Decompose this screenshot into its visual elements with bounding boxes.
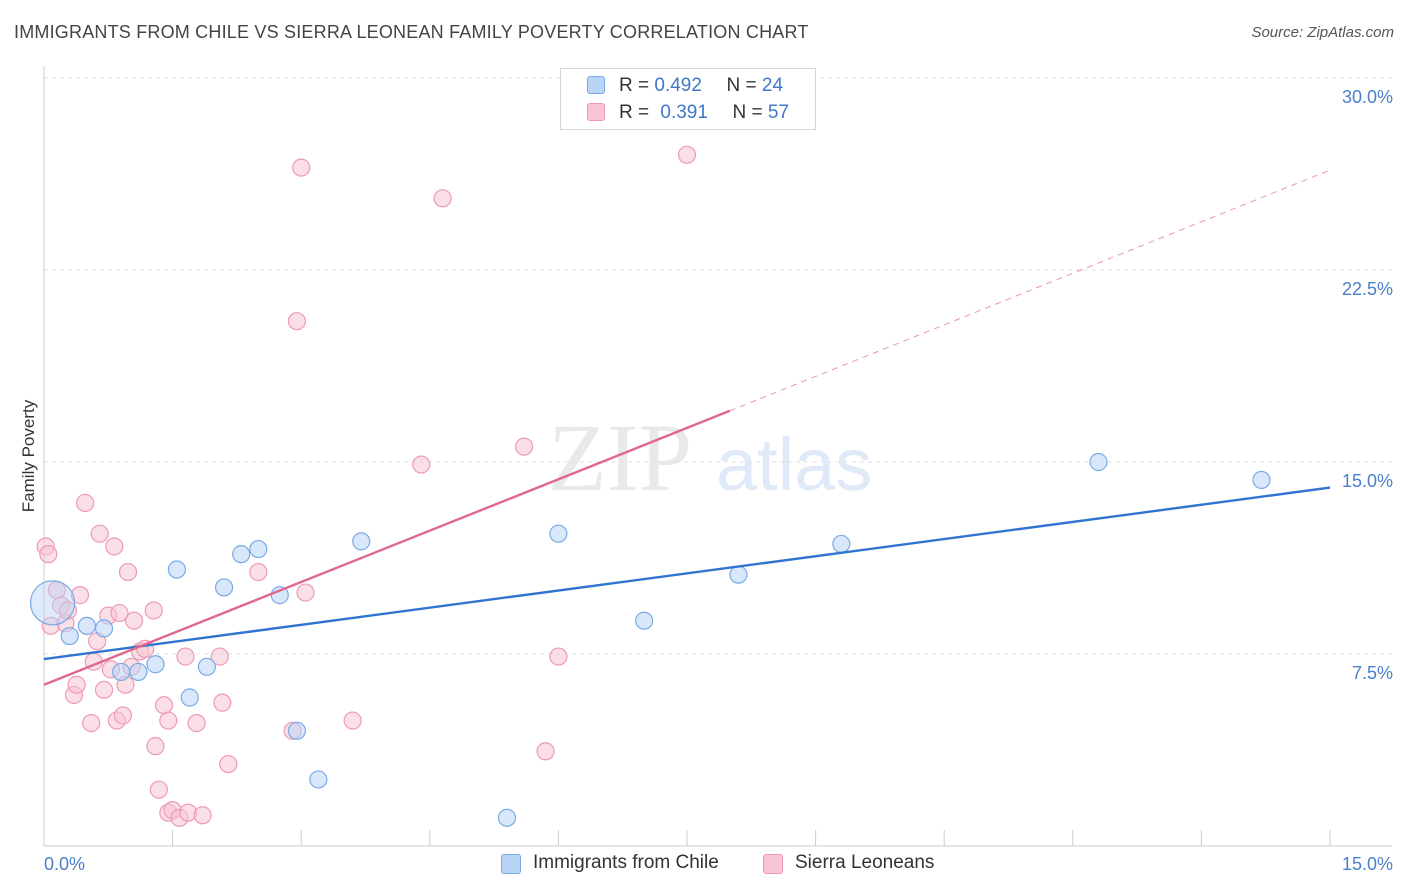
chile-point <box>29 580 76 626</box>
legend-r-label: R = <box>619 75 650 96</box>
sierra-leonean-point <box>159 711 178 730</box>
sierra-leonean-point <box>193 806 212 825</box>
sierra-leonean-point <box>210 647 229 666</box>
x-tick-label: 15.0% <box>1342 854 1393 874</box>
chile-points <box>29 452 1271 827</box>
chile-point <box>249 539 268 559</box>
y-tick-label: 30.0% <box>1342 87 1393 107</box>
y-tick-label: 15.0% <box>1342 471 1393 491</box>
chile-point <box>146 655 165 674</box>
chile-point <box>214 578 234 597</box>
sierra-leonean-point <box>677 145 697 164</box>
chile-point <box>549 524 568 543</box>
sierra-leonean-point <box>343 711 362 730</box>
x-tick-label: 0.0% <box>44 854 85 874</box>
sierra-leonean-point <box>515 437 534 456</box>
chile-point <box>729 565 748 584</box>
legend-n-value: 24 <box>761 75 784 96</box>
gridlines <box>44 77 1392 655</box>
sierra-leonean-point <box>76 493 95 513</box>
sierra-leonean-point <box>287 312 307 331</box>
sierra-leoneans-points <box>36 145 697 827</box>
sierra-leonean-trend-line <box>43 409 731 686</box>
sierra-leonean-point <box>70 586 90 605</box>
sierra-leonean-point <box>110 603 129 623</box>
trend-lines <box>43 169 1331 686</box>
sierra-leonean-point <box>90 524 109 543</box>
chile-point <box>129 662 148 682</box>
watermark-zip: ZIP <box>548 404 692 511</box>
sierra-leonean-point <box>187 714 206 733</box>
sierra-leonean-point <box>219 754 238 774</box>
sierra-leonean-point <box>105 537 124 556</box>
y-tick-label: 7.5% <box>1352 663 1393 683</box>
sierra-leonean-point <box>296 583 315 602</box>
sierra-leonean-point <box>176 647 195 666</box>
legend-r-label: R = <box>619 102 650 123</box>
tick-labels: 7.5% 15.0% 22.5% 30.0% 0.0% 15.0% <box>44 87 1393 874</box>
chile-point <box>167 560 186 579</box>
chile-point <box>635 611 654 630</box>
bottom-legend-swatch-pink <box>763 854 783 874</box>
sierra-leonean-point <box>292 158 311 177</box>
chile-point <box>287 721 307 740</box>
chile-point <box>232 545 251 564</box>
chile-point <box>112 662 131 682</box>
correlation-legend: R = 0.492 N = 24 R = 0.391 N = 57 <box>560 68 816 130</box>
bottom-legend-swatch-blue <box>501 854 521 874</box>
chile-point <box>309 770 328 789</box>
sierra-leonean-point <box>433 189 452 208</box>
chile-trend-line <box>43 486 1331 661</box>
legend-r-value: 0.391 <box>660 102 708 123</box>
chile-point <box>1252 470 1271 490</box>
chile-point <box>352 532 371 551</box>
sierra-leonean-point <box>213 693 232 712</box>
sierra-leonean-point <box>124 611 144 630</box>
sierra-leonean-point <box>149 780 168 799</box>
chile-point <box>197 657 216 676</box>
watermark: ZIP atlas <box>548 404 872 511</box>
sierra-leonean-point <box>94 680 114 699</box>
legend-n-value: 57 <box>767 102 790 123</box>
chile-point <box>180 688 199 707</box>
source-label: Source: ZipAtlas.com <box>1251 24 1394 41</box>
chile-point <box>60 626 79 646</box>
sierra-leonean-point <box>249 562 268 582</box>
y-tick-label: 22.5% <box>1342 279 1393 299</box>
legend-swatch-pink <box>587 103 605 121</box>
legend-swatch-blue <box>587 76 605 94</box>
chile-point <box>94 619 114 638</box>
sierra-leonean-point <box>118 562 138 582</box>
y-axis-label: Family Poverty <box>19 399 38 512</box>
sierra-leonean-point <box>113 706 132 725</box>
sierra-leonean-point <box>39 545 58 564</box>
sierra-leonean-point <box>67 675 86 694</box>
watermark-atlas: atlas <box>716 423 872 506</box>
sierra-leonean-point <box>146 737 165 756</box>
legend-n-label: N = <box>732 102 763 123</box>
legend-n-label: N = <box>726 75 757 96</box>
bottom-legend-label: Sierra Leoneans <box>795 852 935 873</box>
chile-point <box>497 808 517 827</box>
chile-point <box>832 534 851 554</box>
sierra-leonean-point <box>549 647 568 666</box>
sierra-leonean-point <box>154 696 174 715</box>
sierra-leonean-point <box>412 455 431 474</box>
sierra-leonean-point <box>144 601 163 620</box>
legend-r-value: 0.492 <box>654 75 702 96</box>
chile-point <box>77 616 96 635</box>
axes <box>43 66 1392 847</box>
sierra-leonean-point <box>536 742 555 761</box>
sierra-leonean-trend-extension <box>729 169 1331 412</box>
chile-point <box>1089 452 1108 472</box>
bottom-legend-label: Immigrants from Chile <box>533 852 719 873</box>
sierra-leonean-point <box>82 714 101 733</box>
chart-title: IMMIGRANTS FROM CHILE VS SIERRA LEONEAN … <box>14 22 809 42</box>
